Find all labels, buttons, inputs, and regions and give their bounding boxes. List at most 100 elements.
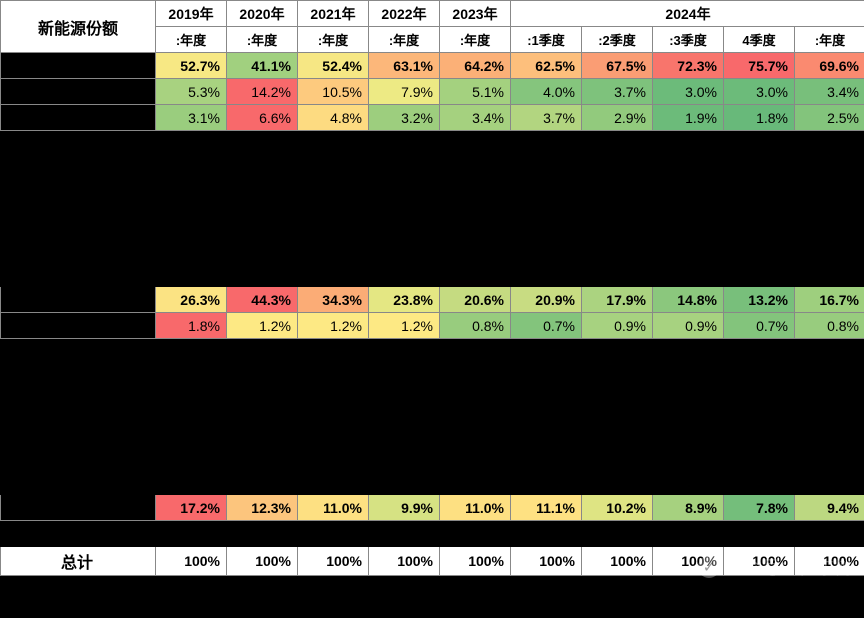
data-cell	[298, 443, 369, 469]
data-cell	[795, 521, 864, 547]
data-cell: 3.2%	[369, 105, 440, 131]
row-label	[1, 183, 156, 209]
data-cell	[298, 209, 369, 235]
data-cell	[795, 183, 864, 209]
data-cell	[653, 157, 724, 183]
table-row	[1, 235, 864, 261]
row-label	[1, 235, 156, 261]
data-cell	[227, 131, 298, 157]
data-cell: 3.7%	[582, 79, 653, 105]
data-cell: 34.3%	[298, 287, 369, 313]
data-cell	[582, 209, 653, 235]
data-cell	[511, 521, 582, 547]
data-cell	[724, 131, 795, 157]
table-body: 52.7%41.1%52.4%63.1%64.2%62.5%67.5%72.3%…	[1, 53, 864, 547]
data-cell: 14.8%	[653, 287, 724, 313]
data-cell: 16.7%	[795, 287, 864, 313]
data-cell	[511, 417, 582, 443]
table-row	[1, 521, 864, 547]
table-row: 52.7%41.1%52.4%63.1%64.2%62.5%67.5%72.3%…	[1, 53, 864, 79]
row-label	[1, 417, 156, 443]
data-cell	[511, 183, 582, 209]
data-cell: 11.0%	[440, 495, 511, 521]
data-cell: 3.7%	[511, 105, 582, 131]
data-cell	[653, 209, 724, 235]
data-cell	[795, 209, 864, 235]
data-cell: 5.1%	[440, 79, 511, 105]
total-cell: 100%	[156, 547, 227, 576]
table-row	[1, 183, 864, 209]
data-cell	[227, 235, 298, 261]
data-cell	[440, 157, 511, 183]
data-cell	[369, 209, 440, 235]
data-cell	[227, 391, 298, 417]
data-cell: 17.2%	[156, 495, 227, 521]
data-cell	[653, 183, 724, 209]
data-cell: 5.3%	[156, 79, 227, 105]
data-cell	[582, 157, 653, 183]
data-cell	[511, 131, 582, 157]
table-row: 26.3%44.3%34.3%23.8%20.6%20.9%17.9%14.8%…	[1, 287, 864, 313]
data-cell: 52.4%	[298, 53, 369, 79]
data-cell: 0.9%	[653, 313, 724, 339]
table-row: 1.8%1.2%1.2%1.2%0.8%0.7%0.9%0.9%0.7%0.8%	[1, 313, 864, 339]
data-cell	[298, 183, 369, 209]
col-2020: 2020年	[227, 1, 298, 27]
data-cell	[724, 209, 795, 235]
data-cell: 7.9%	[369, 79, 440, 105]
total-cell: 100%	[369, 547, 440, 576]
data-cell	[298, 521, 369, 547]
data-cell: 0.7%	[724, 313, 795, 339]
total-row: 总计 100% 100% 100% 100% 100% 100% 100% 10…	[1, 547, 864, 576]
total-cell: 100%	[795, 547, 864, 576]
data-cell	[724, 443, 795, 469]
data-cell	[582, 261, 653, 287]
data-cell	[298, 235, 369, 261]
col-2024-group: 2024年	[511, 1, 864, 27]
total-cell: 100%	[511, 547, 582, 576]
data-cell	[653, 521, 724, 547]
col-2022: 2022年	[369, 1, 440, 27]
data-cell	[511, 157, 582, 183]
data-cell	[369, 131, 440, 157]
data-cell	[369, 157, 440, 183]
data-cell	[511, 235, 582, 261]
data-cell	[298, 417, 369, 443]
data-cell	[582, 183, 653, 209]
data-cell	[156, 443, 227, 469]
data-cell	[369, 417, 440, 443]
data-cell	[653, 261, 724, 287]
data-cell	[511, 443, 582, 469]
data-cell	[511, 261, 582, 287]
data-cell	[724, 183, 795, 209]
data-cell	[227, 261, 298, 287]
row-label	[1, 105, 156, 131]
data-cell: 2.5%	[795, 105, 864, 131]
data-cell	[369, 521, 440, 547]
data-cell	[227, 339, 298, 365]
table-row	[1, 209, 864, 235]
data-cell: 0.8%	[440, 313, 511, 339]
data-cell: 20.6%	[440, 287, 511, 313]
data-cell	[653, 339, 724, 365]
data-cell	[795, 391, 864, 417]
data-cell	[156, 391, 227, 417]
data-cell: 63.1%	[369, 53, 440, 79]
data-cell	[795, 469, 864, 495]
data-cell: 41.1%	[227, 53, 298, 79]
data-cell	[369, 443, 440, 469]
data-cell	[298, 391, 369, 417]
data-cell: 17.9%	[582, 287, 653, 313]
data-cell	[724, 235, 795, 261]
row-label	[1, 495, 156, 521]
data-cell	[724, 365, 795, 391]
total-label: 总计	[1, 547, 156, 576]
data-cell	[369, 469, 440, 495]
data-cell: 1.9%	[653, 105, 724, 131]
data-cell	[653, 131, 724, 157]
data-cell	[582, 469, 653, 495]
row-label	[1, 287, 156, 313]
data-cell	[653, 443, 724, 469]
data-cell: 0.8%	[795, 313, 864, 339]
data-cell	[298, 157, 369, 183]
